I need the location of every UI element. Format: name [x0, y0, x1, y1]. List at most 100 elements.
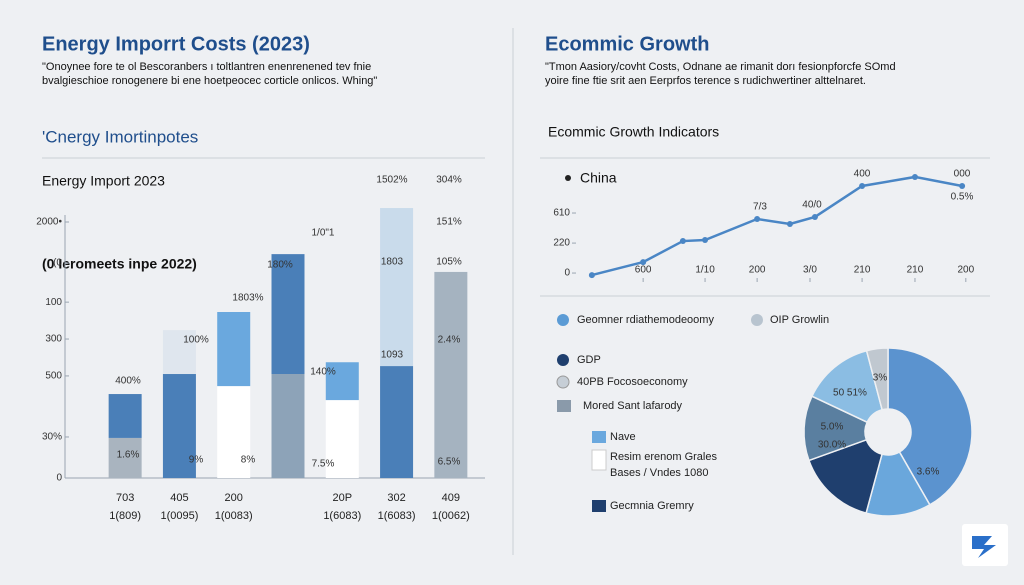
x-tick-label: 703 [116, 492, 134, 504]
annotation: 180% [267, 260, 293, 271]
annotation: 304% [436, 175, 462, 186]
annotation: 7.5% [312, 459, 335, 470]
annotation: 1502% [376, 175, 407, 186]
annotation: 140% [310, 367, 336, 378]
legend-swatch [557, 314, 569, 326]
bar-segment [434, 271, 468, 478]
point [640, 259, 647, 266]
y-tick-label: 2000• [36, 217, 62, 228]
point [859, 183, 866, 189]
right-subtitle: yoire fine ftie srit aen Eerprfos terenc… [545, 75, 866, 87]
y-tick-label: 0 [564, 268, 570, 279]
annotation: 3.6% [917, 467, 940, 478]
left-subtitle: bvalgieschioe ronogenere bi ene hoetpeoc… [42, 75, 377, 87]
x-tick-sublabel: 1(0062) [432, 510, 470, 522]
x-tick-label: 1/10 [695, 265, 715, 276]
bar-segment [325, 400, 359, 478]
x-tick-sublabel: 1(0095) [160, 510, 198, 522]
pie-slice [865, 347, 889, 411]
logo-mark [972, 536, 996, 558]
point [959, 183, 966, 189]
legend-label: Nave [610, 431, 636, 443]
y-tick-label: 30% [42, 432, 62, 443]
annotation: 1803 [381, 257, 404, 268]
annotation: 400 [854, 169, 871, 180]
point [786, 220, 793, 227]
legend-swatch [556, 375, 570, 389]
annotation: 8% [241, 455, 256, 466]
legend-swatch [592, 500, 606, 512]
section-title: Ecommic Growth Indicators [548, 124, 719, 140]
y-tick-label: 100 [45, 297, 62, 308]
annotation: 50 51% [833, 388, 867, 399]
legend-swatch [557, 400, 571, 412]
annotation: 1803% [232, 293, 263, 304]
bar-segment [162, 374, 196, 478]
legend-swatch [751, 314, 763, 326]
right-subtitle: "Tmon Aasiory/covht Costs, Odnane ae rim… [545, 61, 896, 73]
annotation: 400% [115, 376, 141, 387]
x-tick-sublabel: 1(6083) [378, 510, 416, 522]
bar-segment [271, 254, 305, 375]
legend-swatch [591, 449, 607, 471]
bar-segment [380, 208, 414, 367]
pie-slice [887, 347, 973, 506]
legend-label: 40PB Focosoeconomy [577, 376, 688, 388]
point [702, 237, 709, 244]
legend-swatch [565, 175, 571, 181]
annotation: 105% [436, 257, 462, 268]
annotation: 30.0% [818, 440, 846, 451]
x-tick-label: 200 [957, 265, 974, 276]
x-tick-sublabel: 1(6083) [323, 510, 361, 522]
annotation: 1.6% [117, 450, 140, 461]
section-title: 'Cnergy Imortinpotes [42, 127, 198, 146]
annotation: 2.4% [438, 335, 461, 346]
left-subtitle: "Onoynee fore te ol Bescoranbers ı toltl… [42, 61, 371, 73]
x-tick-sublabel: 1(0083) [215, 510, 253, 522]
annotation: 5.0% [821, 422, 844, 433]
y-tick-label: 610 [553, 208, 570, 219]
annotation: 6.5% [438, 457, 461, 468]
left-title: Energy Imporrt Costs (2023) [42, 33, 310, 55]
y-tick-label: (0 [53, 258, 62, 269]
annotation: 3% [873, 373, 888, 384]
x-tick-label: 200 [225, 492, 243, 504]
y-tick-label: 220 [553, 238, 570, 249]
annotation: 0.5% [951, 192, 974, 203]
legend-label: Resim erenom Grales [610, 451, 717, 463]
right-title: Ecommic Growth [545, 33, 709, 55]
annotation: 000 [954, 169, 971, 180]
annotation: 151% [436, 217, 462, 228]
point [911, 173, 918, 180]
chart-label: Energy Import 2023 [42, 173, 165, 189]
legend-label: OIP Growlin [770, 314, 829, 326]
annotation: 100% [183, 335, 209, 346]
y-tick-label: 500 [45, 371, 62, 382]
legend-label: Geomner rdiathemodeoomy [577, 314, 714, 326]
x-tick-label: 200 [749, 265, 766, 276]
point [679, 238, 686, 245]
annotation: 40/0 [802, 200, 822, 211]
bar-segment [162, 330, 196, 375]
legend-label: Bases / Vndes 1080 [610, 467, 708, 479]
x-tick-label: 210 [854, 265, 871, 276]
x-tick-label: 302 [387, 492, 405, 504]
y-tick-label: 300 [45, 334, 62, 345]
x-tick-label: 3/0 [803, 265, 817, 276]
legend-label: China [580, 170, 617, 186]
point [588, 272, 595, 279]
legend-label: Mored Sant lafarody [583, 400, 683, 412]
annotation: 9% [189, 455, 204, 466]
bar-segment [217, 386, 251, 478]
bar-segment [108, 437, 142, 478]
x-tick-label: 405 [170, 492, 188, 504]
point [754, 216, 761, 223]
bar-segment [108, 394, 142, 438]
x-tick-label: 20P [332, 492, 352, 504]
line [591, 175, 963, 277]
x-tick-label: 600 [635, 265, 652, 276]
annotation: 1/0"1 [311, 228, 334, 239]
y-tick-label: 0 [56, 473, 62, 484]
x-tick-sublabel: 1(809) [109, 510, 141, 522]
